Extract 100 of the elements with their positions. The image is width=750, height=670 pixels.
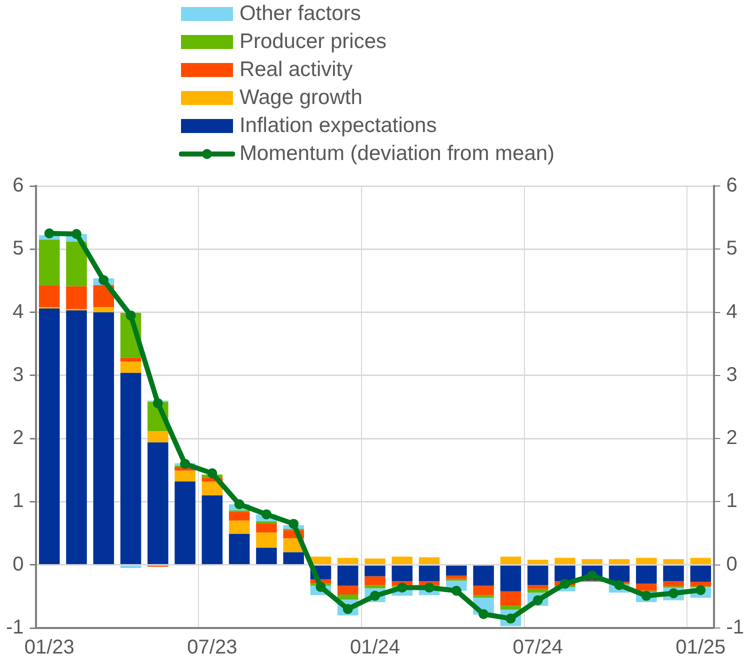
bar (446, 566, 467, 576)
bar (473, 566, 494, 586)
bar (418, 566, 440, 582)
bar (66, 310, 87, 564)
bar (148, 430, 168, 442)
bar (392, 566, 413, 582)
bar (228, 520, 250, 534)
bar (690, 566, 712, 582)
bar (337, 566, 358, 586)
bar (473, 595, 494, 598)
legend-label: Wage growth (239, 86, 362, 110)
y2-tick-label: -1 (6, 616, 24, 639)
bar (663, 581, 684, 586)
bar (663, 566, 684, 582)
bar (446, 576, 467, 579)
point (126, 310, 136, 320)
bar (636, 566, 657, 584)
bar (310, 556, 332, 564)
bar (527, 566, 548, 586)
y-tick-label: 1 (726, 490, 738, 512)
bar (554, 566, 576, 582)
point (478, 609, 489, 620)
bar (256, 532, 277, 548)
bar (473, 586, 494, 596)
bar (364, 566, 386, 576)
y2-tick-label: 0 (12, 553, 24, 576)
bar (554, 558, 576, 564)
bar (636, 558, 657, 564)
point (614, 580, 624, 590)
y2-tick-label: 3 (12, 364, 24, 386)
bar (690, 558, 712, 564)
bar (174, 482, 196, 564)
point (451, 586, 462, 596)
point (316, 582, 326, 592)
y-tick-label: 6 (726, 174, 738, 197)
bar (364, 585, 386, 588)
bar (364, 576, 386, 586)
x-tick-label: 07/23 (187, 636, 238, 659)
point (71, 228, 82, 239)
x-tick-label: 01/23 (24, 636, 74, 659)
legend-label: Producer prices (239, 30, 386, 54)
bar (418, 557, 440, 564)
bar (93, 307, 114, 312)
legend-label: Inflation expectations (239, 114, 437, 138)
bar (582, 559, 602, 564)
bar (38, 308, 60, 564)
legend-label: Other factors (239, 2, 361, 26)
point (180, 458, 190, 469)
point (288, 518, 299, 529)
bar (663, 559, 684, 564)
bar (228, 512, 250, 521)
bar (608, 559, 630, 564)
bar (66, 242, 87, 286)
point (152, 398, 163, 408)
bar (38, 285, 60, 308)
bar (364, 558, 386, 564)
y-tick-label: 5 (726, 238, 738, 260)
bar (500, 606, 522, 610)
point (207, 468, 218, 478)
bar (120, 566, 142, 568)
y-tick-label: 4 (726, 300, 738, 323)
bar (120, 362, 142, 373)
point (641, 590, 652, 601)
y-tick-label: 0 (726, 553, 738, 576)
bar (202, 482, 223, 496)
bar (256, 548, 277, 564)
x-tick-label: 01/25 (676, 636, 726, 659)
y2-tick-label: 5 (12, 238, 24, 260)
point (234, 499, 244, 510)
x-tick-label: 01/24 (350, 636, 400, 659)
bar (337, 558, 358, 564)
y2-tick-label: 6 (12, 174, 24, 197)
bar (608, 566, 630, 582)
bar (636, 584, 657, 591)
legend-label: Real activity (239, 58, 353, 82)
point (44, 228, 54, 238)
x-tick-label: 07/24 (512, 636, 563, 659)
bar (500, 591, 522, 606)
bar (256, 523, 277, 533)
y2-tick-label: 1 (12, 490, 24, 512)
y2-tick-label: 2 (12, 427, 24, 450)
bar (174, 470, 196, 482)
bar (392, 556, 413, 564)
bar (93, 312, 114, 564)
bar (527, 560, 548, 564)
bar (66, 286, 87, 310)
bar (500, 566, 522, 592)
point (98, 275, 109, 286)
bar (228, 534, 250, 564)
point (560, 578, 570, 589)
point (261, 509, 272, 520)
bar (500, 556, 522, 564)
point (397, 582, 408, 593)
bar (148, 442, 168, 564)
bar (202, 495, 223, 564)
legend-label: Momentum (deviation from mean) (239, 142, 555, 166)
bar (337, 594, 358, 600)
bar (120, 358, 142, 362)
bar (120, 372, 142, 564)
y-tick-label: -1 (726, 616, 744, 639)
